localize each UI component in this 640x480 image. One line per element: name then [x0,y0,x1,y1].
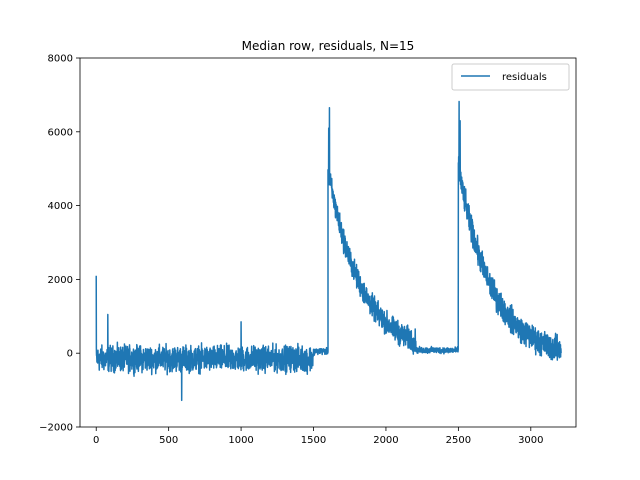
y-tick-label: −2000 [39,423,73,434]
chart-title: Median row, residuals, N=15 [242,39,415,53]
y-axis: −2000 0 2000 4000 6000 8000 [39,54,80,434]
x-tick-label: 1000 [228,435,253,446]
y-tick-label: 0 [67,349,73,360]
y-tick-label: 4000 [48,201,73,212]
x-tick-label: 0 [93,435,99,446]
y-tick-label: 2000 [48,275,73,286]
plot-area [95,100,562,402]
legend-box [451,63,570,91]
x-tick-label: 1500 [301,435,326,446]
legend: residuals [451,63,570,91]
y-tick-label: 8000 [48,54,73,65]
x-tick-label: 2500 [446,435,471,446]
y-tick-label: 6000 [48,127,73,138]
x-tick-label: 3000 [518,435,543,446]
x-tick-label: 2000 [373,435,398,446]
x-axis: 0 500 1000 1500 2000 2500 3000 [93,427,544,446]
series-line-residuals [95,100,562,402]
axes-frame [79,57,577,428]
x-tick-label: 500 [159,435,178,446]
legend-label-residuals: residuals [502,72,547,83]
